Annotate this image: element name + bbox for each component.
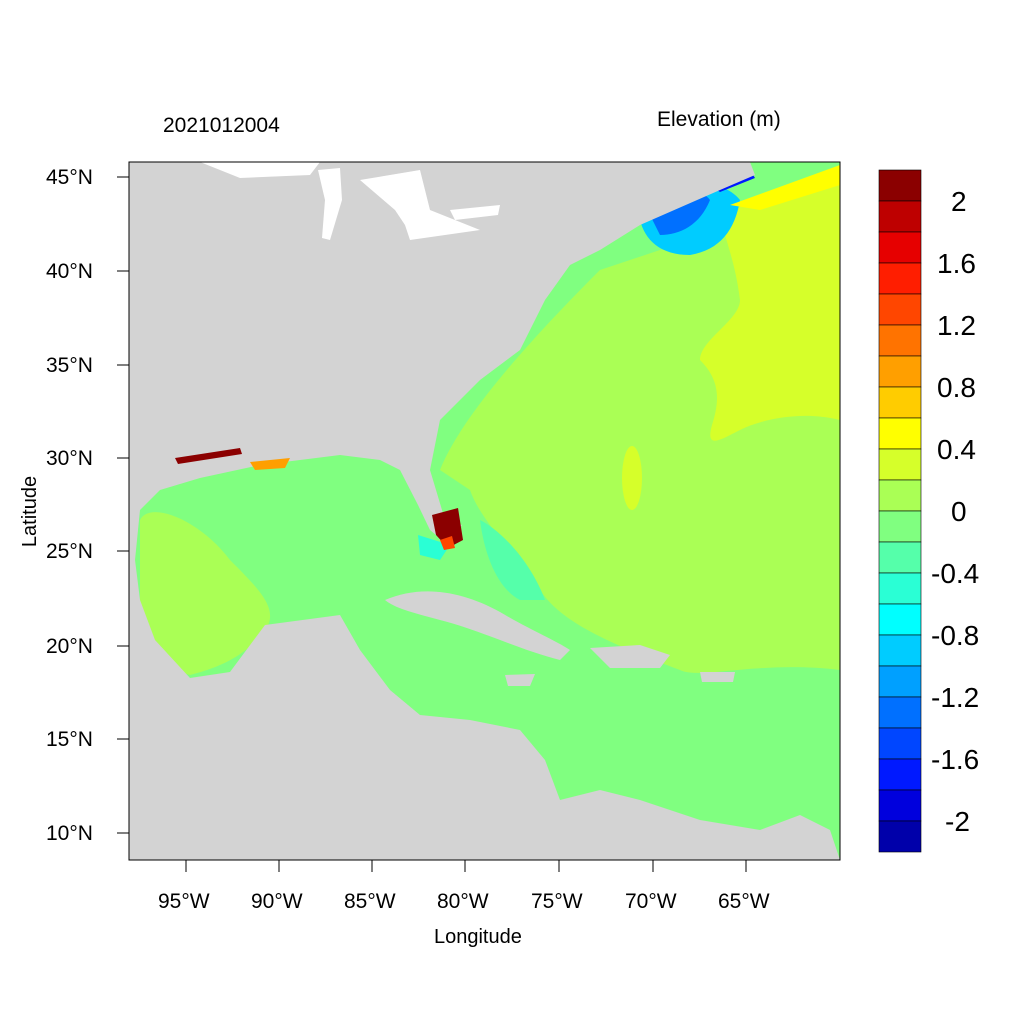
land-jamaica (505, 674, 535, 686)
land-cuba (385, 591, 570, 660)
colorbar-swatch (878, 448, 922, 481)
colorbar-swatch (878, 727, 922, 760)
gulf-west-field (140, 512, 271, 675)
colorbar-swatch (878, 386, 922, 419)
lake-michigan (318, 168, 342, 240)
x-axis-ticks (185, 860, 747, 872)
colorbar-swatch (878, 696, 922, 729)
y-tick-label: 45°N (46, 166, 93, 189)
colorbar-label: 1.6 (937, 248, 976, 279)
colorbar-swatch (878, 758, 922, 791)
lake-ontario (450, 205, 500, 220)
map-frame (128, 161, 841, 861)
colorbar-swatch (878, 200, 922, 233)
timestamp-label: 2021012004 (163, 114, 280, 137)
colorbar-swatch (878, 510, 922, 543)
y-tick-label: 20°N (46, 635, 93, 658)
x-axis-title: Longitude (434, 926, 522, 948)
y-tick-label: 40°N (46, 260, 93, 283)
colorbar-swatch (878, 789, 922, 822)
colorbar-label: 1.2 (937, 310, 976, 341)
lake-huron-erie (360, 170, 480, 240)
colorbar-swatch (878, 572, 922, 605)
florida-bay-field (418, 535, 450, 560)
x-tick-label: 70°W (625, 890, 677, 913)
colorbar-swatch (878, 417, 922, 450)
y-tick-label: 25°N (46, 540, 93, 563)
gulf-coast-surge (250, 458, 290, 470)
colorbar-label: 0.4 (937, 434, 976, 465)
colorbar-label: 0.8 (937, 372, 976, 403)
colorbar-swatch (878, 355, 922, 388)
colorbar-swatch (878, 169, 922, 202)
colorbar-swatch (878, 665, 922, 698)
colorbar-label: -0.8 (931, 620, 980, 651)
florida-surge (432, 508, 463, 548)
x-tick-label: 65°W (718, 890, 770, 913)
land-puerto-rico (700, 672, 735, 682)
gulf-coast-surge-red (175, 448, 242, 464)
colorbar (878, 169, 922, 853)
colorbar-label: 0 (951, 496, 967, 527)
colorbar-swatch (878, 324, 922, 357)
y-tick-label: 15°N (46, 728, 93, 751)
florida-surge-edge (440, 536, 455, 550)
colorbar-label: 2 (951, 186, 967, 217)
colorbar-swatch (878, 479, 922, 512)
mid-atlantic-blob (622, 446, 642, 510)
colorbar-label: -1.6 (931, 744, 980, 775)
colorbar-swatch (878, 262, 922, 295)
y-tick-label: 30°N (46, 447, 93, 470)
y-tick-label: 35°N (46, 354, 93, 377)
east-atlantic-field (700, 165, 840, 441)
colorbar-swatch (878, 634, 922, 667)
colorbar-label: -1.2 (931, 682, 980, 713)
colorbar-swatch (878, 541, 922, 574)
x-tick-label: 85°W (344, 890, 396, 913)
variable-title: Elevation (m) (657, 108, 781, 131)
colorbar-swatch (878, 820, 922, 853)
colorbar-swatch (878, 603, 922, 636)
colorbar-swatch (878, 231, 922, 264)
bahamas-field (480, 520, 545, 600)
x-tick-label: 95°W (158, 890, 210, 913)
land-north-america (129, 162, 840, 860)
y-axis-title: Latitude (19, 475, 42, 548)
colorbar-label: -2 (945, 806, 970, 837)
map-plot-area (129, 162, 840, 860)
x-tick-label: 75°W (531, 890, 583, 913)
y-tick-label: 10°N (46, 822, 93, 845)
lake-superior (200, 162, 320, 178)
colorbar-label: -0.4 (931, 558, 980, 589)
x-tick-label: 90°W (251, 890, 303, 913)
land-hispaniola (590, 645, 670, 668)
y-axis-ticks (117, 176, 129, 834)
east-edge-high (730, 165, 840, 210)
x-tick-label: 80°W (437, 890, 489, 913)
colorbar-swatch (878, 293, 922, 326)
